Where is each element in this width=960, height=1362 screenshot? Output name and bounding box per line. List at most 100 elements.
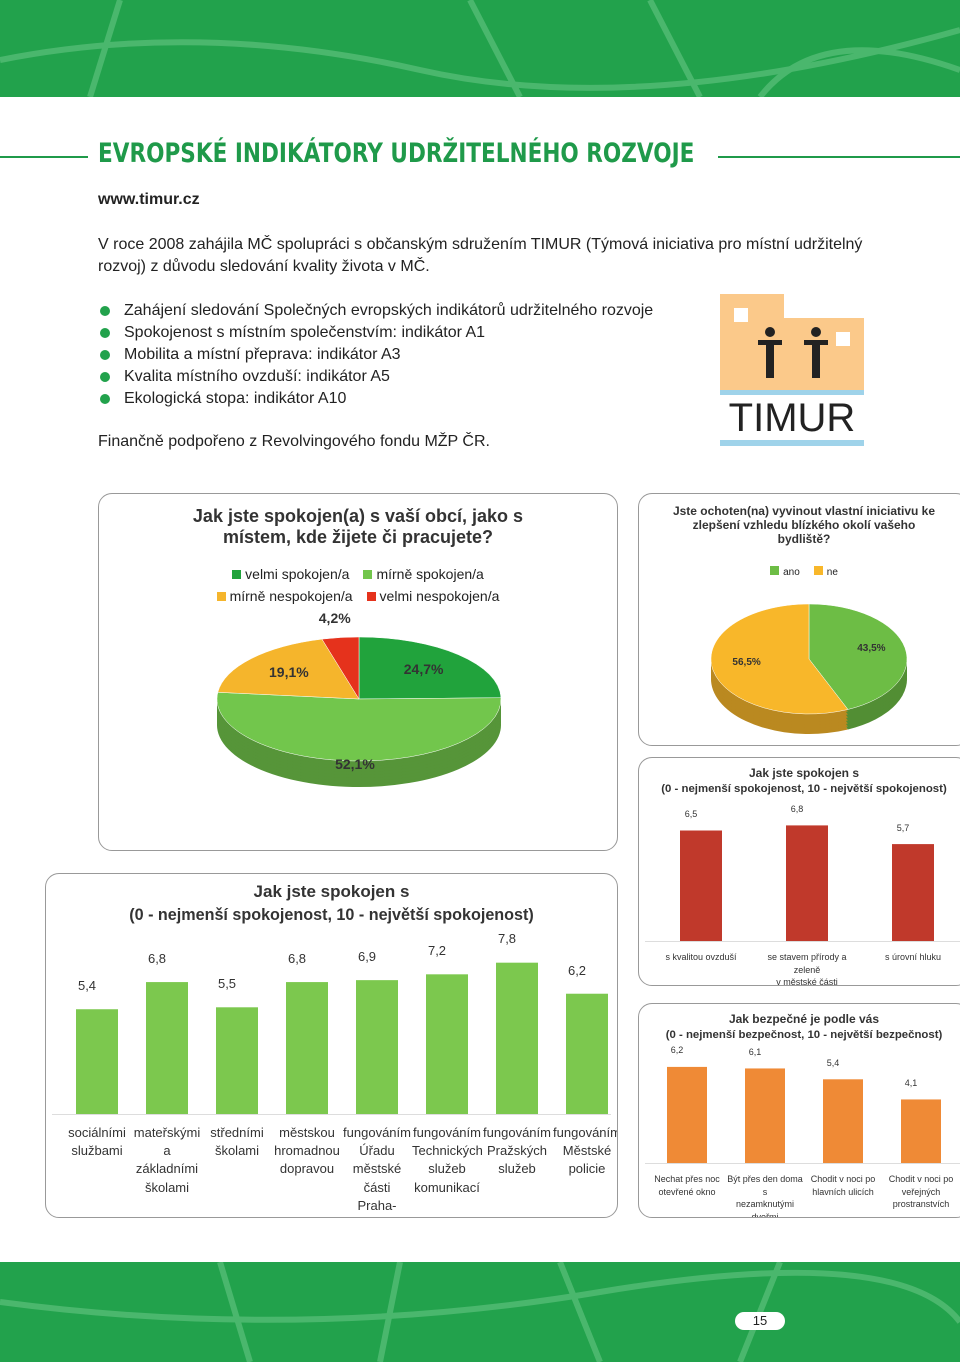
title-rule (0, 156, 88, 158)
chart-subtitle: (0 - nejmenší spokojenost, 10 - největší… (129, 905, 534, 924)
legend-item: velmi nespokojen/a (366, 588, 499, 604)
chart-subtitle: (0 - nejmenší bezpečnost, 10 - největší … (665, 1028, 943, 1041)
legend-label: ano (783, 567, 800, 578)
intro: V roce 2008 zahájila MČ spolupráci s obč… (98, 236, 863, 275)
bar-chart (645, 1066, 960, 1164)
category-label: se stavem přírody a zeleně v městské čás… (767, 952, 847, 986)
data-label: 6,5 (684, 808, 698, 819)
data-label: 6,8 (147, 950, 167, 966)
category-label: s úrovní hluku (884, 952, 942, 962)
legend-item: ne (813, 566, 838, 578)
chart-title: Jak bezpečné je podle vás (728, 1012, 880, 1026)
legend: ano ne (744, 566, 864, 578)
chart-panel: Jak bezpečné je podle vás (0 - nejmenší b… (638, 1003, 960, 1218)
data-label: 6,8 (287, 950, 307, 966)
legend-item: ano (770, 566, 800, 578)
bar (745, 1068, 785, 1163)
funding-note: Finančně podpořeno z Revolvingového fond… (98, 433, 490, 450)
category-label: fungováním Městské policie (553, 1125, 618, 1177)
bullet: Kvalita místního ovzduší: indikátor A5 (98, 366, 653, 388)
data-label: 4,1 (904, 1077, 918, 1088)
page-number: 15 (735, 1312, 785, 1330)
bar (496, 962, 538, 1114)
data-label: 5,4 (826, 1057, 840, 1068)
map-header (0, 0, 960, 97)
data-label: 24,7% (403, 661, 444, 678)
pie-slice (710, 603, 849, 715)
data-label: 43,5% (857, 642, 886, 654)
pie-slice (217, 638, 360, 700)
data-label: 7,8 (497, 931, 517, 947)
bar (566, 993, 608, 1114)
logo-graphic (720, 294, 864, 446)
chart-panel: Jste ochoten(na) vyvinout vlastní inicia… (638, 493, 960, 746)
category-label: fungováním Úřadu městské části Praha-Lib… (343, 1125, 411, 1217)
legend-swatch (770, 566, 780, 575)
bar (426, 974, 468, 1114)
bar (680, 830, 722, 941)
category-label: s kvalitou ovzduší (665, 952, 737, 962)
category-label: sociálními službami (68, 1125, 126, 1159)
bar (76, 1009, 118, 1114)
map-footer: 15 (0, 1262, 960, 1362)
pie-slice (216, 692, 502, 762)
category-label: městskou hromadnou dopravou (274, 1125, 340, 1177)
legend-swatch (363, 570, 373, 579)
chart-panel: Jak jste spokojen s (0 - nejmenší spokoje… (45, 873, 618, 1218)
url: www.timur.cz (98, 191, 200, 208)
legend-swatch (366, 592, 376, 601)
data-label: 5,5 (217, 976, 237, 992)
bar (786, 825, 828, 941)
bullet: Ekologická stopa: indikátor A10 (98, 388, 653, 410)
category-label: Chodit v noci po veřejných prostranstvíc… (888, 1174, 954, 1210)
chart-panel: Jak jste spokojen s (0 - nejmenší spokoje… (638, 757, 960, 986)
bar (892, 844, 934, 941)
page-title: EVROPSKÉ INDIKÁTORY UDRŽITELNÉHO ROZVOJE (98, 138, 695, 169)
map-pattern (0, 1262, 960, 1362)
pie-chart (216, 636, 502, 787)
bar (146, 982, 188, 1114)
legend-swatch (232, 570, 242, 579)
data-label: 4,2% (318, 610, 351, 627)
title-rule (718, 156, 960, 158)
data-label: 5,7 (896, 822, 910, 833)
legend-item: mírně nespokojen/a (216, 588, 353, 604)
bar (823, 1079, 863, 1163)
legend-label: mírně spokojen/a (376, 566, 484, 582)
logo: TIMUR (720, 294, 864, 450)
data-label: 5,4 (77, 978, 97, 994)
bullet-list: Zahájení sledování Společných evropských… (98, 300, 653, 410)
legend-label: ne (826, 567, 838, 578)
data-label: 6,1 (748, 1046, 762, 1057)
data-label: 56,5% (732, 657, 761, 669)
map-pattern (0, 0, 960, 97)
data-label: 6,2 (567, 962, 587, 978)
data-label: 6,9 (357, 948, 377, 964)
bar (216, 1007, 258, 1114)
data-label: 6,2 (670, 1045, 684, 1056)
category-label: Být přes den doma s nezamknutými dveřmi (727, 1174, 803, 1218)
chart-title: Jak jste spokojen s (253, 882, 410, 901)
legend-swatch (813, 566, 823, 575)
data-label: 52,1% (335, 756, 375, 773)
bullet: Mobilita a místní přeprava: indikátor A3 (98, 344, 653, 366)
legend: velmi spokojen/a mírně spokojen/a mírně ne… (208, 566, 508, 604)
pie-chart (710, 603, 908, 734)
bullet: Spokojenost s místním společenstvím: ind… (98, 322, 653, 344)
category-label: Nechat přes noc otevřené okno (654, 1174, 720, 1197)
pie-slice (321, 636, 360, 700)
category-label: středními školami (210, 1125, 264, 1159)
data-label: 7,2 (427, 943, 447, 959)
category-label: Chodit v noci po hlavních ulicích (810, 1174, 876, 1197)
legend-label: mírně nespokojen/a (229, 588, 353, 604)
chart-title: Jste ochoten(na) vyvinout vlastní inicia… (672, 504, 936, 546)
bar (667, 1066, 707, 1163)
bar-chart (645, 825, 960, 942)
chart-title: Jak jste spokojen(a) s vaší obcí, jako s… (192, 506, 524, 547)
category-label: mateřskými a základními školami (133, 1125, 201, 1195)
chart-panel: Jak jste spokojen(a) s vaší obcí, jako s… (98, 493, 618, 851)
legend-swatch (216, 592, 226, 601)
pie-slice (358, 636, 502, 700)
bar-chart (52, 962, 611, 1115)
